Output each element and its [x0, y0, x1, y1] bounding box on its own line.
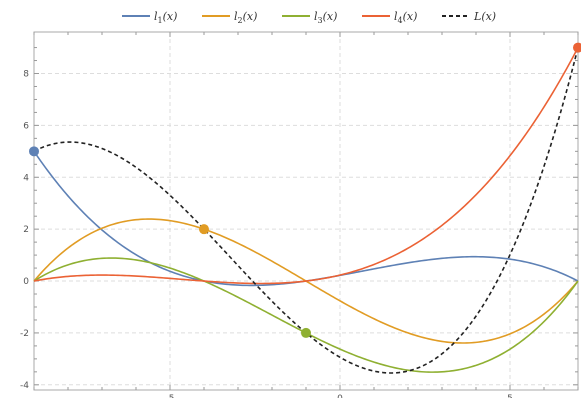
node-point-4 — [573, 42, 581, 53]
x-tick-label: 0 — [337, 394, 343, 398]
grid — [34, 32, 578, 390]
legend-entry-4: l4(x) — [394, 10, 417, 25]
series-line-5 — [33, 47, 579, 374]
axis-ticks: -5 0 5 -4 -2 0 2 4 6 8 — [20, 32, 579, 398]
series-curves — [33, 47, 579, 374]
legend-entry-3: l3(x) — [314, 10, 337, 25]
legend-entry-2: l2(x) — [234, 10, 257, 25]
y-tick-label: 2 — [23, 225, 29, 235]
series-line-4 — [33, 47, 579, 285]
node-point-3 — [301, 327, 311, 338]
node-markers — [29, 42, 581, 338]
node-point-1 — [29, 146, 39, 157]
x-tick-label: 5 — [507, 394, 513, 398]
y-tick-label: -2 — [20, 329, 29, 339]
y-tick-label: 0 — [23, 277, 29, 287]
legend-entry-5: L(x) — [473, 10, 496, 23]
legend: l1(x) l2(x) l3(x) l4(x) L(x) — [122, 10, 496, 25]
y-tick-label: 6 — [23, 121, 29, 131]
y-tick-label: -4 — [20, 381, 29, 391]
x-tick-label: -5 — [166, 394, 175, 398]
node-point-2 — [199, 224, 209, 235]
y-tick-label: 8 — [23, 70, 29, 80]
legend-entry-1: l1(x) — [154, 10, 177, 25]
y-tick-label: 4 — [23, 173, 29, 183]
